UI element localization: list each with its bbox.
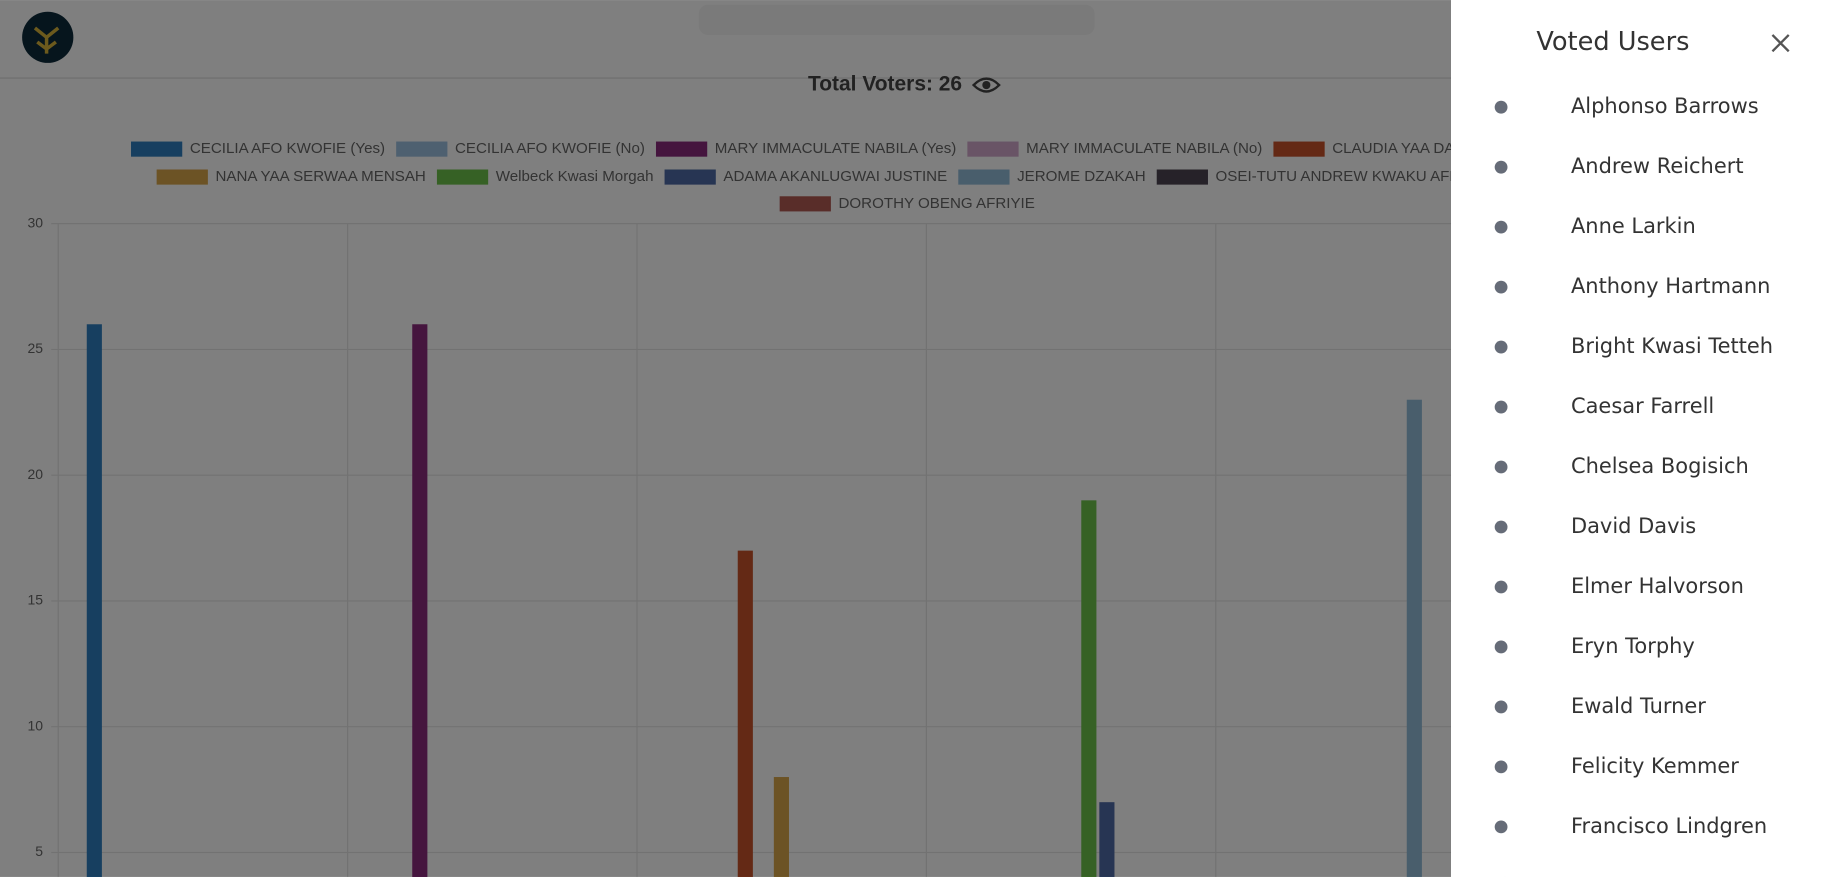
user-name: David Davis <box>1571 514 1696 538</box>
user-name: Francisco Lindgren <box>1571 814 1767 838</box>
user-name: Caesar Farrell <box>1571 394 1714 418</box>
user-name: Anthony Hartmann <box>1571 274 1771 298</box>
close-button[interactable] <box>1771 34 1790 53</box>
user-name: Felicity Kemmer <box>1571 754 1739 778</box>
user-name: Anne Larkin <box>1571 214 1696 238</box>
panel-background <box>1451 0 1826 877</box>
list-bullet <box>1494 700 1508 714</box>
user-name: Bright Kwasi Tetteh <box>1571 334 1773 358</box>
list-bullet <box>1494 400 1508 414</box>
list-bullet <box>1494 580 1508 594</box>
user-name: Ewald Turner <box>1571 694 1706 718</box>
list-bullet <box>1494 100 1508 114</box>
user-name: Alphonso Barrows <box>1571 94 1759 118</box>
user-name: Elmer Halvorson <box>1571 574 1744 598</box>
list-bullet <box>1494 340 1508 354</box>
list-bullet <box>1494 760 1508 774</box>
user-name: Chelsea Bogisich <box>1571 454 1749 478</box>
list-bullet <box>1494 220 1508 234</box>
list-bullet <box>1494 460 1508 474</box>
list-bullet <box>1494 640 1508 654</box>
list-bullet <box>1494 160 1508 174</box>
list-bullet <box>1494 820 1508 834</box>
list-bullet <box>1494 520 1508 534</box>
list-bullet <box>1494 280 1508 294</box>
modal-overlay[interactable] <box>0 0 1452 877</box>
user-name: Eryn Torphy <box>1571 634 1695 658</box>
user-name: Andrew Reichert <box>1571 154 1744 178</box>
side-panel: Voted Users Alphonso Barrows Andrew Reich… <box>1451 0 1826 877</box>
panel-title: Voted Users <box>1536 27 1689 57</box>
